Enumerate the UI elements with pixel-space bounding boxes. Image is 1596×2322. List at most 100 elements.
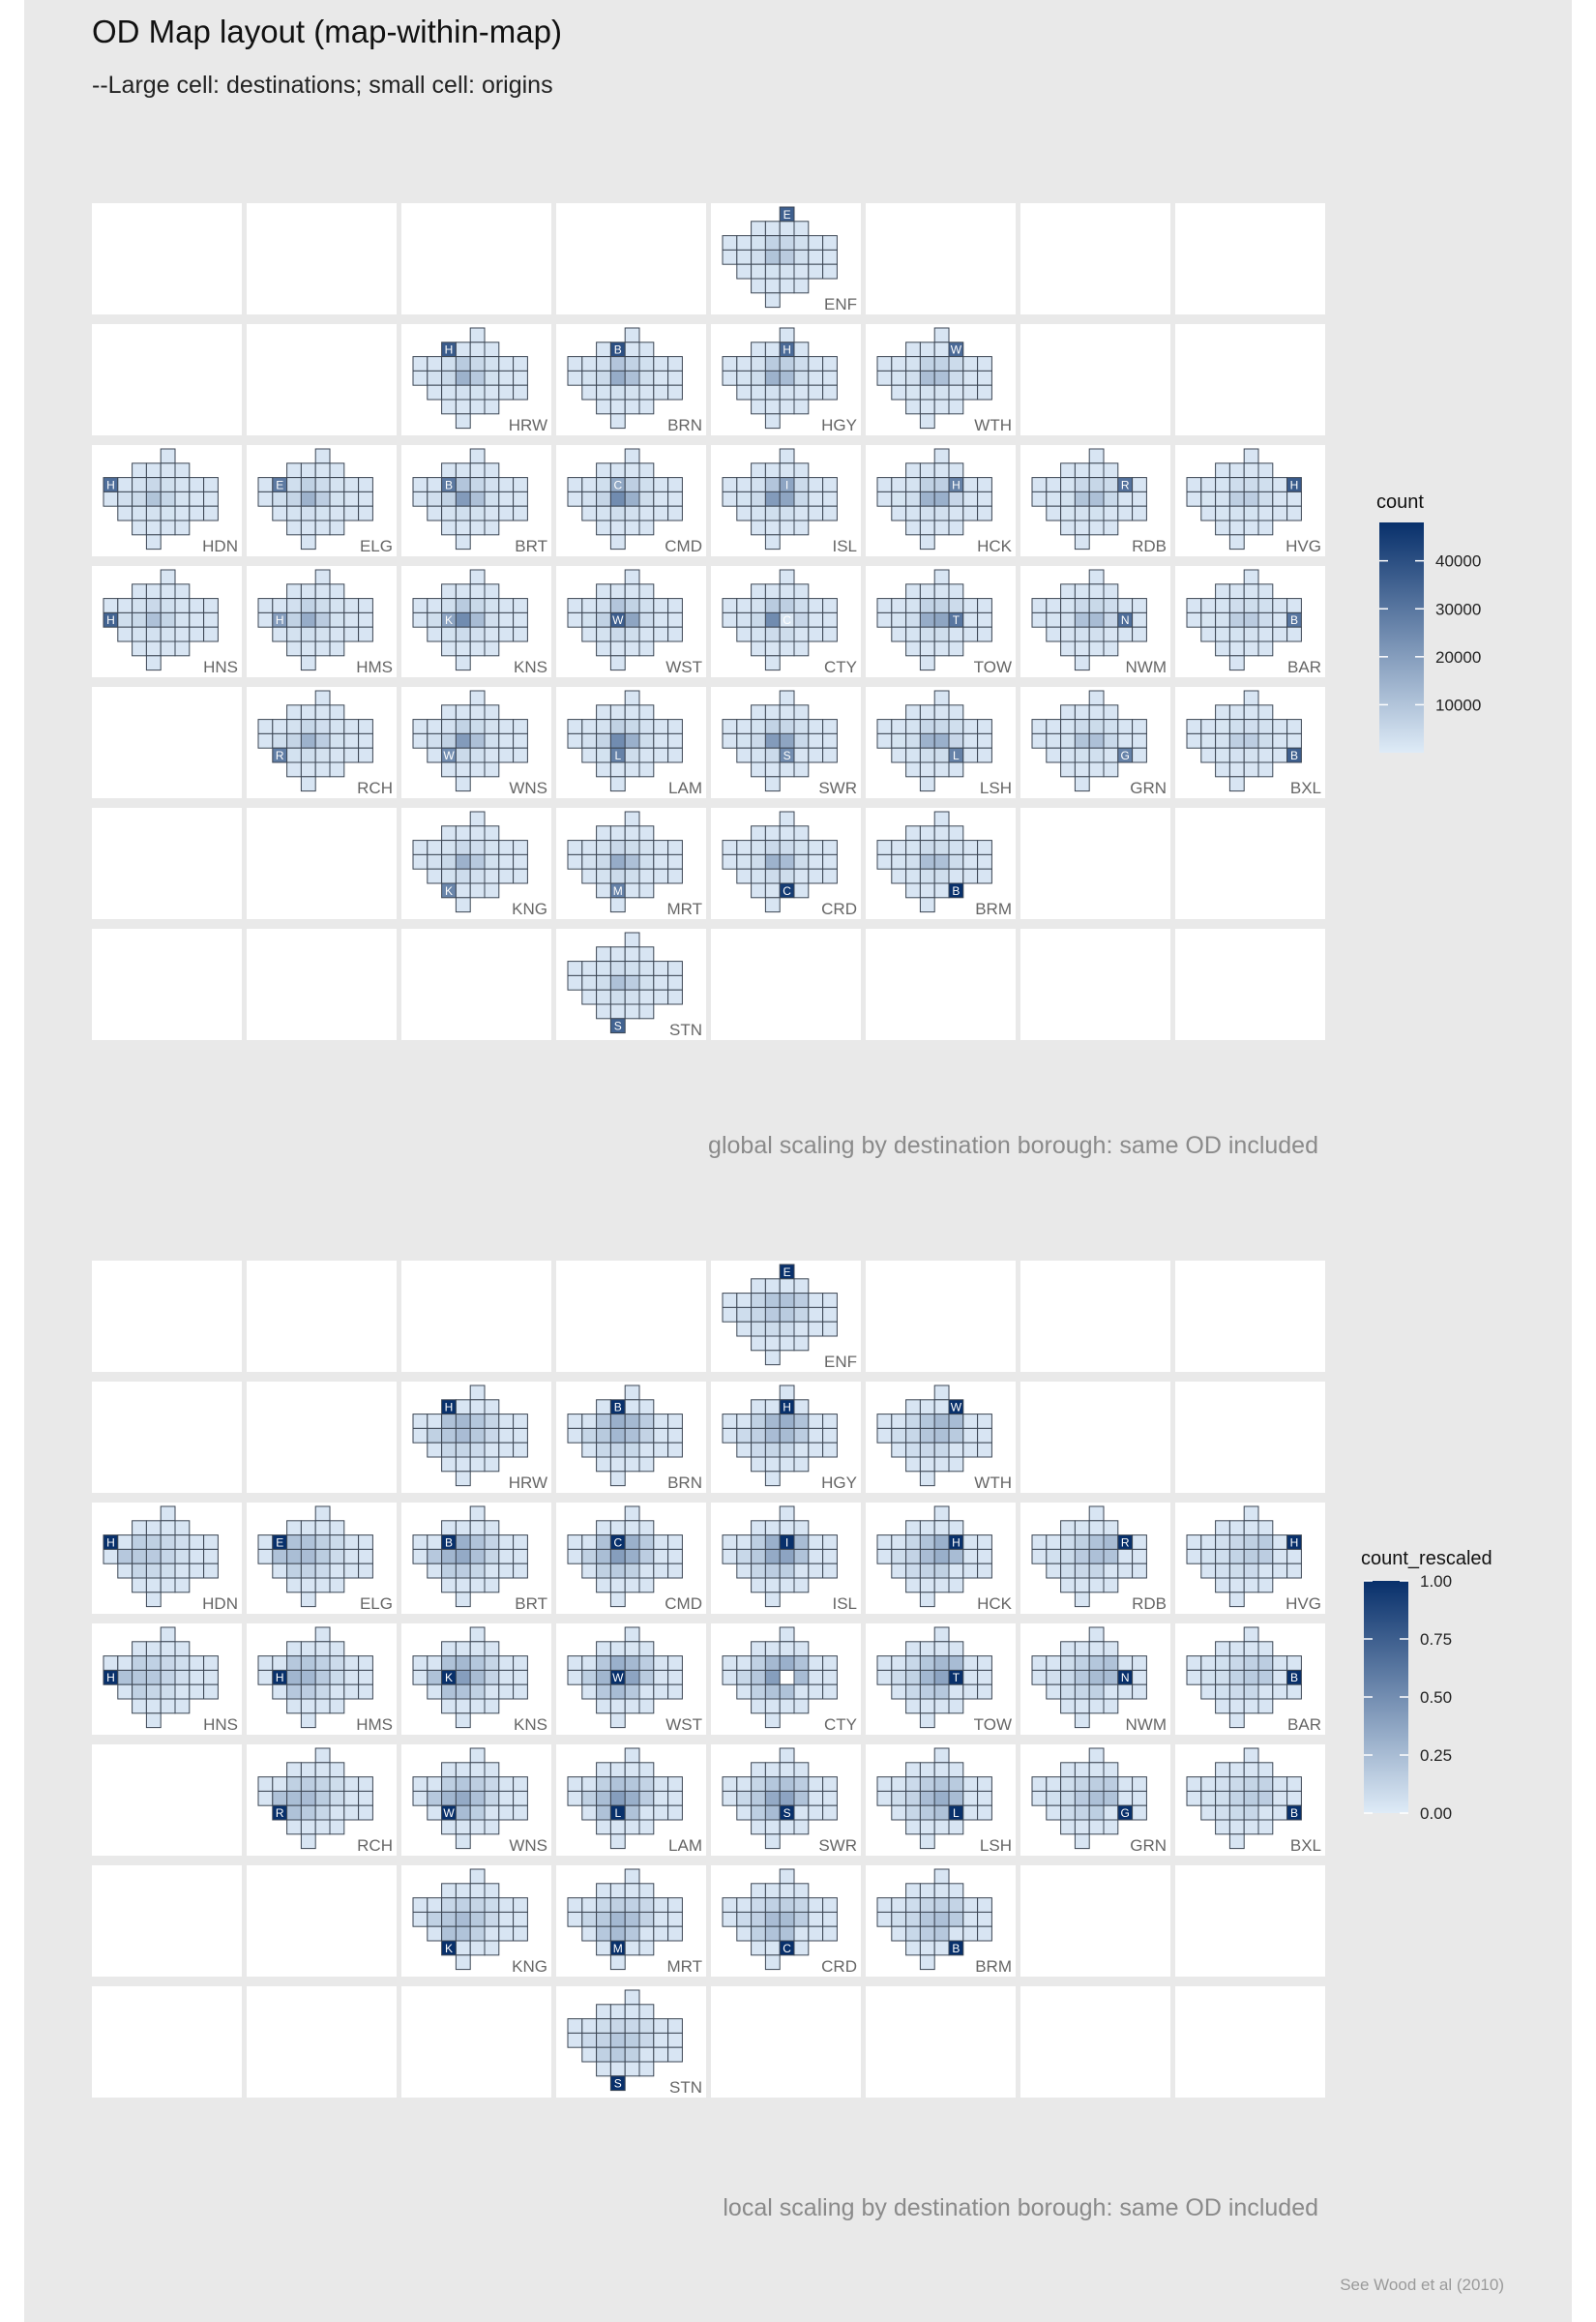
od-tile-KNS-BRM [484,640,500,657]
od-tile-WTH-STN [919,1471,935,1487]
od-tile-WST-KNG [596,1698,611,1714]
od-tile-WNS-LAM [455,1804,471,1821]
od-tile-HGY-RDB [808,356,824,372]
od-tile-WNS-HVG [513,719,528,734]
od-tile-BRT-RDB [498,477,515,492]
od-tile-HMS-CTY [314,1669,331,1685]
od-tile-WTH-BRN [919,1399,935,1415]
od-tile-LSH-HMS [891,732,907,749]
od-tile-HVG-BXL [1286,1563,1302,1579]
od-tile-ELG-BXL [358,505,373,521]
od-tile-HVG-BAR [1286,1548,1302,1564]
od-tile-ISL-TOW [793,491,810,507]
od-tile-GRN-ENF [1088,690,1105,706]
od-tile-MRT-BAR [667,853,683,870]
od-tile-HNS-WST [145,611,162,628]
od-tile-HNS-CRD [160,1698,176,1714]
od-tile-HMS-ISL [314,1655,331,1671]
grid-cell [866,1261,1016,1372]
od-tile-HVG-HMS [1200,1548,1217,1564]
od-tile-HDN-BXL [203,505,219,521]
od-tile-BAR-BXL [1286,1683,1302,1700]
od-tile-ELG-CMD [300,477,316,492]
od-tile-BRN-MRT [609,1456,626,1473]
od-tile-RDB-HDN [1031,1534,1048,1550]
od-tile-BRN-STN [609,413,626,430]
od-tile-LSH-KNS [905,1790,921,1806]
od-tile-HNS-KNG [132,640,147,657]
od-tile-HMS-KNS [286,1669,302,1685]
od-tile-BRT-HVG [513,477,528,492]
borough-label-ELG: ELG [360,537,393,555]
od-tile-WST-SWR [624,1683,640,1700]
od-tile-STN-BRN [609,2004,626,2020]
od-tile-CRD-LAM [764,1925,781,1942]
od-tile-ISL-RCH [736,505,753,521]
od-tile-WNS-BXL [513,747,528,763]
od-tile-RDB-NWM [1117,491,1134,507]
od-tile-ISL-CMD [764,1534,781,1550]
od-tile-BXL-RCH [1200,747,1217,763]
od-tile-WNS-BRT [441,719,457,734]
od-tile-HRW-BRM [484,1456,500,1473]
od-tile-HVG-BRN [1228,1520,1245,1536]
od-tile-CRD-WNS [751,868,766,884]
od-tile-SWR-ELG [736,719,753,734]
od-tile-ENF-RDB [808,235,824,251]
od-tile-STN-GRN [653,989,669,1005]
od-tile-HNS-RCH [117,1683,133,1700]
od-tile-LSH-BRT [905,1776,921,1792]
od-tile-TOW-HCK [948,1655,964,1671]
od-tile-NWM-MRT [1074,1698,1090,1714]
od-tile-KNG-BRT [441,840,457,855]
od-tile-BRN-BRM [638,399,655,415]
od-tile-BRT-CMD [455,477,471,492]
od-tile-TOW-ENF [933,1626,950,1643]
od-tile-BAR-CTY [1243,1669,1259,1685]
od-tile-BRN-GRN [653,384,669,401]
grid-cell [1175,1382,1325,1493]
od-tile-BXL-WST [1228,732,1245,749]
od-tile-BAR-ENF [1243,1626,1259,1643]
od-tile-HNS-BRN [145,1641,162,1657]
od-tile-CTY-HMS [736,1669,753,1685]
self-letter-LSH: L [953,1806,960,1820]
od-tile-NWM-BXL [1132,626,1147,642]
od-tile-KNS-HRW [441,1641,457,1657]
od-tile-KNS-HNS [412,1669,429,1685]
od-tile-RDB-KNS [1060,491,1076,507]
od-tile-HVG-RCH [1200,505,1217,521]
od-map-local: EENFHHRWBBRNHHGYWWTHHHDNEELGBBRTCCMDIISL… [92,1261,1493,2098]
od-tile-LAM-LSH [638,747,655,763]
od-tile-HMS-HNS [257,611,274,628]
od-tile-MRT-HNS [567,1911,583,1927]
od-tile-LAM-RDB [653,719,669,734]
od-tile-WST-ENF [624,569,640,585]
od-tile-HRW-WTH [484,1399,500,1415]
od-tile-WST-CMD [609,598,626,613]
od-tile-WST-RCH [581,1683,598,1700]
od-tile-HGY-ENF [779,1384,795,1401]
od-tile-HRW-WNS [441,384,457,401]
od-tile-LAM-WTH [638,1762,655,1778]
od-tile-HNS-CTY [160,611,176,628]
od-tile-HCK-HRW [905,462,921,479]
od-tile-NWM-LAM [1074,626,1090,642]
od-tile-ENF-HCK [793,235,810,251]
od-tile-BAR-KNS [1215,611,1230,628]
od-tile-ENF-RDB [808,1293,824,1308]
borough-label-HNS: HNS [203,658,238,676]
od-tile-LSH-CRD [933,1819,950,1835]
od-tile-HDN-HCK [174,1534,191,1550]
od-tile-HDN-WST [145,491,162,507]
od-tile-WST-BRT [596,1655,611,1671]
od-tile-HDN-WTH [174,462,191,479]
od-tile-KNS-WNS [441,1683,457,1700]
od-tile-BXL-ENF [1243,1747,1259,1764]
od-tile-ISL-STN [764,534,781,551]
self-letter-BXL: B [1290,749,1298,762]
od-tile-RCH-SWR [314,1804,331,1821]
od-tile-BRN-CTY [624,1427,640,1444]
od-tile-CTY-LAM [764,1683,781,1700]
od-tile-HDN-CRD [160,1577,176,1593]
